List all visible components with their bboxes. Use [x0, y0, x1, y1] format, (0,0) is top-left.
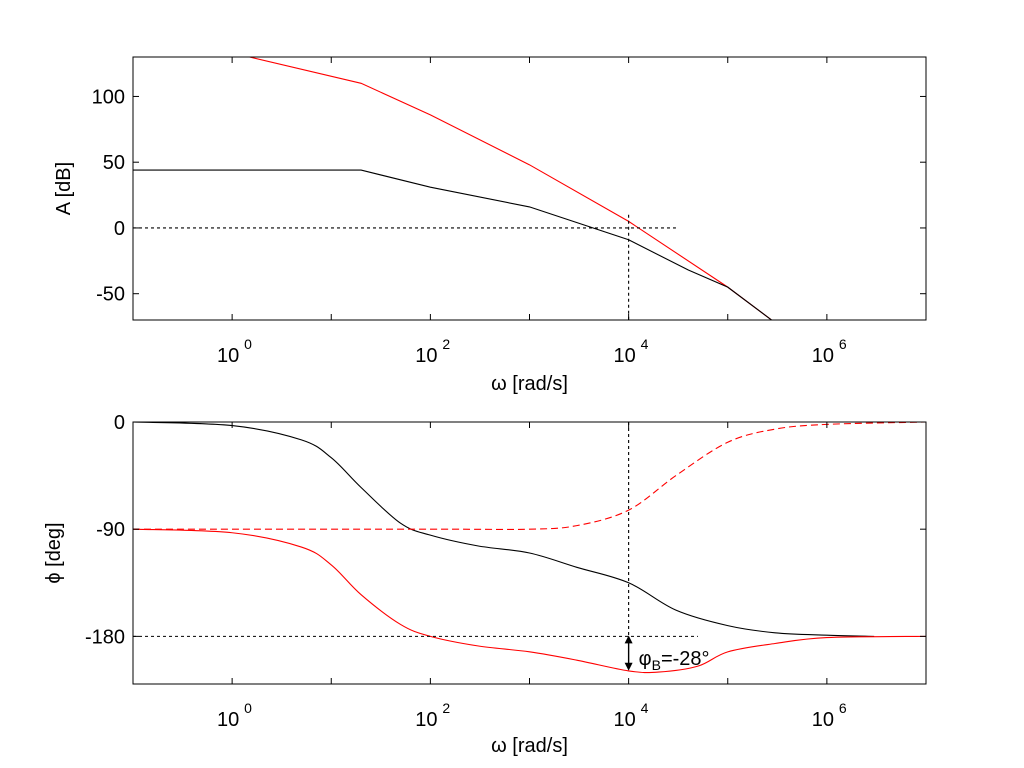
- x-tick-exponent: 0: [244, 336, 252, 352]
- x-tick-exponent: 0: [244, 700, 252, 716]
- y-tick-label: 50: [103, 152, 125, 174]
- x-tick-exponent: 4: [641, 700, 649, 716]
- x-tick-exponent: 2: [442, 700, 450, 716]
- x-tick-label: 10: [415, 709, 437, 731]
- y-tick-label: 0: [114, 412, 125, 434]
- x-tick-label: 10: [812, 345, 834, 367]
- series-line-1: [133, 422, 875, 637]
- y-tick-label: 100: [92, 86, 125, 108]
- x-tick-exponent: 4: [641, 336, 649, 352]
- x-tick-label: 10: [217, 709, 239, 731]
- phase-margin-label: φB=-28°: [639, 648, 710, 673]
- series-line-2: [133, 422, 926, 530]
- x-tick-exponent: 6: [839, 336, 847, 352]
- x-axis-label: ω [rad/s]: [491, 735, 568, 757]
- y-tick-label: 0: [114, 218, 125, 240]
- x-axis-label: ω [rad/s]: [491, 373, 568, 395]
- y-tick-label: -180: [85, 626, 125, 648]
- series-line-1: [249, 57, 773, 320]
- x-tick-label: 10: [614, 345, 636, 367]
- x-tick-exponent: 6: [839, 700, 847, 716]
- x-tick-label: 10: [415, 345, 437, 367]
- chart-panel-2: 10 0 10 2 10 4 10 6 0 -90 -180 ω [rad/s] ϕ [deg] φB=-…: [43, 412, 927, 757]
- series-line-2: [133, 169, 773, 320]
- y-tick-label: -50: [96, 284, 125, 306]
- y-axis-label: A [dB]: [53, 162, 75, 215]
- series-group: [133, 57, 773, 320]
- x-tick-label: 10: [614, 709, 636, 731]
- axes-frame: [132, 56, 927, 321]
- y-tick-label: -90: [96, 519, 125, 541]
- y-axis-label: ϕ [deg]: [43, 522, 65, 583]
- x-tick-exponent: 2: [442, 336, 450, 352]
- series-group: [133, 422, 926, 674]
- x-tick-label: 10: [217, 345, 239, 367]
- series-line-3: [133, 528, 926, 674]
- x-tick-label: 10: [812, 709, 834, 731]
